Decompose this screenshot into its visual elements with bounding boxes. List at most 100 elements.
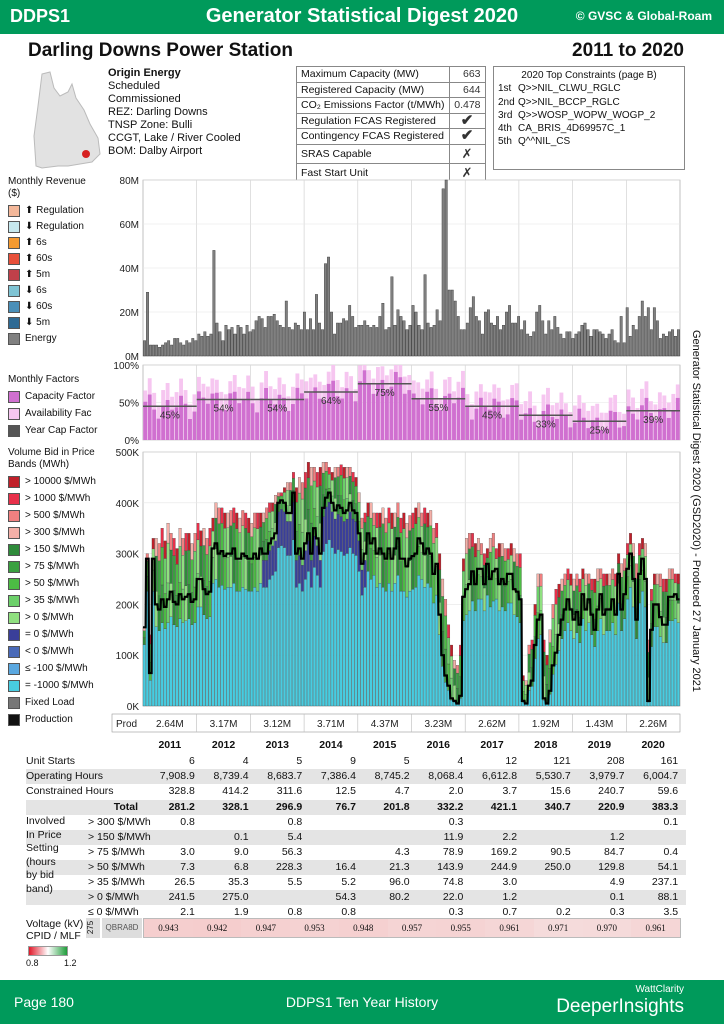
bid-band-positive: [300, 498, 304, 533]
capacity-bar: [161, 405, 166, 440]
bid-band-high: [208, 528, 212, 547]
capacity-bar: [501, 417, 506, 440]
bid-band-neg1000: [312, 567, 316, 707]
bid-band-high: [515, 553, 519, 567]
revenue-bar: [613, 340, 617, 357]
bid-band-positive: [474, 583, 477, 612]
legend-item: ⬇ 6s: [8, 284, 98, 300]
bid-band-high: [411, 512, 415, 529]
band-value: 201.8: [383, 801, 410, 813]
bid-band-zero: [345, 518, 349, 554]
bid-band-neg1000: [327, 539, 331, 707]
bid-band-positive: [342, 477, 346, 500]
constraint-item: 5th Q^^NIL_CS: [498, 135, 680, 148]
bid-band-high: [605, 573, 609, 586]
bid-band-positive: [229, 556, 233, 588]
bid-band-positive: [298, 492, 301, 525]
bid-band-high: [581, 568, 585, 579]
charts: 0M 20M 40M 60M 80M 0% 50% 100% 45% 54% 54% 64% 75% 55…: [111, 176, 681, 733]
bid-band-positive: [369, 548, 373, 580]
capacity-bar: [586, 428, 591, 440]
bid-band-positive: [673, 600, 677, 619]
year-cap-factor-label: 45%: [482, 410, 502, 421]
bid-band-zero: [300, 565, 304, 592]
legend-item: Energy: [8, 332, 98, 348]
bid-band-high: [196, 522, 200, 541]
constraints-title: 2020 Top Constraints (page B): [521, 70, 657, 81]
bid-band-neg1000: [632, 606, 635, 707]
revenue-bar: [514, 322, 517, 357]
bid-band-high: [494, 548, 498, 559]
bid-band-positive: [354, 486, 358, 504]
bid-band-high: [399, 517, 403, 533]
bid-band-neg1000: [199, 606, 203, 707]
revenue-bar: [526, 333, 530, 357]
revenue-bar: [571, 338, 575, 357]
capacity-bar: [469, 419, 474, 440]
bid-band-high: [462, 558, 465, 572]
bid-band-positive: [539, 585, 543, 611]
bid-band-high: [479, 543, 483, 555]
revenue-bar: [384, 329, 388, 357]
bid-band-neg1000: [214, 579, 218, 707]
bid-band-positive: [327, 474, 331, 489]
top-constraints: 2020 Top Constraints (page B) 1st Q>>NIL_…: [493, 66, 685, 170]
capacity-bar: [362, 370, 367, 440]
capacity-bar: [376, 384, 380, 440]
price-setting-row: > 35 $/MWh 26.5 35.3 5.5 5.2 96.0 74.8 3.0 4.9 23…: [26, 875, 686, 890]
prod-total: 2.64M: [156, 719, 184, 730]
price-setting-row: ≤ 0 $/MWh 2.1 1.9 0.8 0.8 0.3 0.7 0.2 0.3 3.5: [26, 905, 686, 920]
band-value: 129.8: [598, 861, 625, 873]
revenue-bar: [342, 318, 346, 357]
property-value: 0.478: [448, 97, 486, 114]
footer-title: DDPS1 Ten Year History: [285, 994, 439, 1010]
year-cap-factor-label: 64%: [321, 396, 341, 407]
voltage-label: Voltage (kV) / CPID / MLF: [26, 918, 89, 942]
bid-band-high: [485, 548, 489, 558]
legend-label: = -1000 $/MWh: [25, 680, 94, 691]
bid-band-neg1000: [656, 626, 659, 707]
bid-band-high: [151, 538, 155, 550]
bid-band-positive: [315, 486, 319, 517]
bid-band-high: [351, 472, 355, 482]
revenue-bar: [230, 327, 234, 357]
capacity-bar: [572, 422, 577, 440]
bid-band-positive: [527, 653, 531, 673]
capacity-bar: [407, 390, 412, 440]
band-value: 1.9: [233, 906, 249, 918]
capacity-bar: [514, 400, 519, 440]
bid-band-high: [518, 553, 522, 568]
price-setting-row: > 50 $/MWh 7.3 6.8 228.3 16.4 21.3 143.9 244.9 2…: [26, 860, 686, 875]
stat-value: 9: [350, 755, 356, 767]
bid-band-neg1000: [154, 626, 158, 707]
price-setting-table: Total 281.2 328.1 296.9 76.7 201.8 332.2 421.1 3…: [26, 800, 686, 920]
capacity-bar: [487, 409, 492, 440]
legend-title: Volume Bid in Price Bands (MWh): [8, 447, 95, 470]
revenue-bar: [287, 327, 291, 357]
bid-band-neg1000: [497, 610, 501, 707]
stat-value: 59.6: [657, 785, 679, 797]
bid-band-high: [402, 512, 406, 529]
bid-band-neg1000: [280, 545, 283, 707]
legend-item: Fixed Load: [8, 696, 118, 713]
bid-band-neg1000: [211, 583, 215, 707]
revenue-bar: [312, 329, 315, 357]
bid-band-neg1000: [393, 583, 397, 707]
bid-band-positive: [402, 528, 406, 560]
bid-band-zero: [324, 506, 328, 544]
bid-band-positive: [142, 637, 146, 645]
bid-band-positive: [190, 559, 194, 593]
bid-band-positive: [345, 477, 349, 499]
bid-band-neg1000: [408, 590, 412, 707]
bid-band-high: [259, 512, 263, 528]
y-tick-label: 60M: [120, 220, 139, 231]
bid-band-positive: [399, 561, 403, 592]
band-label: > 150 $/MWh: [88, 831, 151, 843]
bid-band-high: [250, 522, 254, 537]
band-value: 0.8: [180, 816, 195, 828]
revenue-bar: [580, 325, 584, 357]
mlf-value: 0.953: [290, 919, 339, 937]
property-value: ✗: [448, 162, 486, 183]
legend-swatch: [8, 629, 20, 641]
prod-total: 3.17M: [210, 719, 238, 730]
